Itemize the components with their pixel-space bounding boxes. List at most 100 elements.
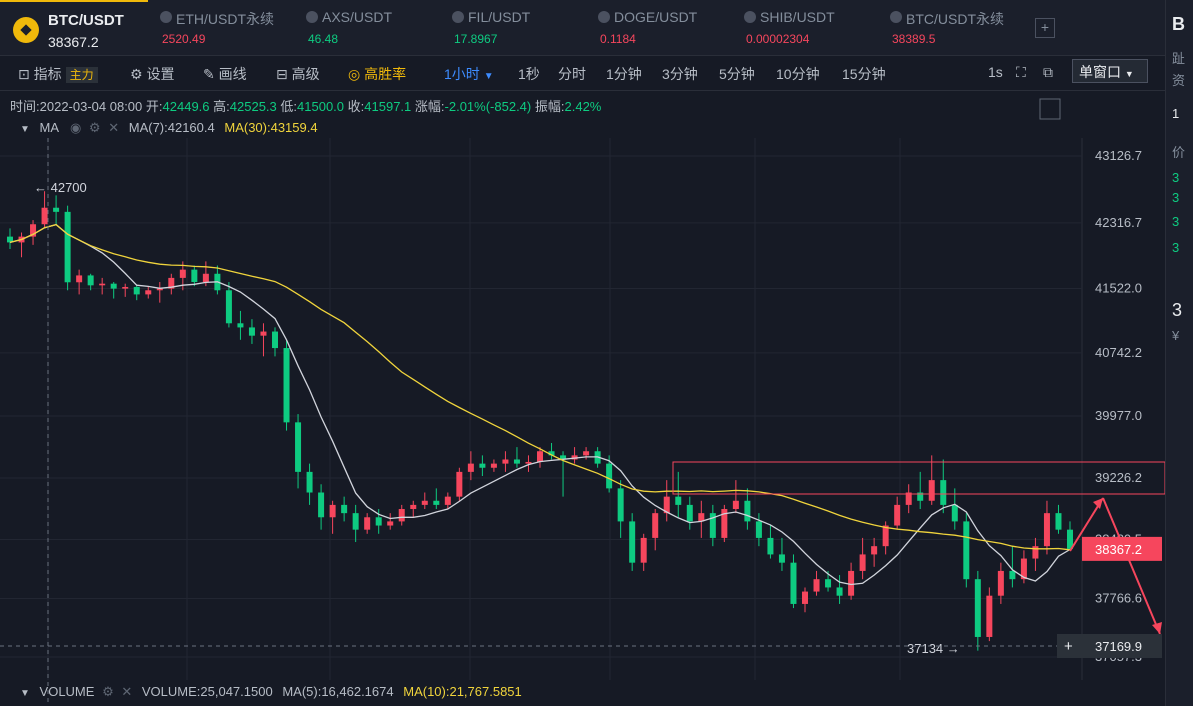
price-tick-label: 39226.2: [1095, 470, 1142, 485]
price-tick-label: 41522.0: [1095, 280, 1142, 295]
candle-body: [133, 286, 140, 295]
price-tick-label: 42316.7: [1095, 215, 1142, 230]
candle-body: [732, 500, 739, 510]
screenshot-icon[interactable]: ⧉: [1043, 64, 1053, 80]
candle-body: [1009, 570, 1016, 580]
candle-body: [583, 451, 590, 456]
caret-down-icon: ▼: [483, 71, 494, 82]
candle-body: [652, 513, 659, 538]
candle-body: [513, 459, 520, 464]
tab-name: DOGE/USDT: [614, 9, 698, 25]
interval-3m[interactable]: 3分钟: [662, 66, 698, 82]
candle-body: [560, 455, 567, 460]
win-rate-button[interactable]: ◎ 高胜率: [348, 66, 407, 82]
tab-eth-usdt-perp[interactable]: ETH/USDT永续 2520.49: [152, 0, 292, 55]
fullscreen-icon[interactable]: ⛶: [1016, 64, 1026, 80]
sidebar-fragment: 3: [1172, 300, 1183, 320]
candle-body: [905, 492, 912, 505]
advanced-button[interactable]: ⊟ 高级: [276, 66, 320, 82]
candle-body: [882, 525, 889, 547]
eye-icon[interactable]: ◉: [69, 120, 82, 135]
tab-name: BTC/USDT永续: [906, 11, 1004, 27]
orderbook-sidebar: B 趾 资 1 价 3 3 3 3 3 ¥: [1165, 0, 1193, 706]
close-icon[interactable]: ✕: [108, 120, 120, 135]
tab-btc-usdt[interactable]: BTC/USDT 38367.2: [0, 0, 148, 57]
refresh-rate[interactable]: 1s: [988, 64, 1003, 80]
candle-body: [686, 504, 693, 522]
candle-body: [179, 269, 186, 278]
candle-body: [1032, 546, 1039, 559]
candle-body: [894, 504, 901, 526]
candle-body: [352, 513, 359, 530]
price-tick-label: 40742.2: [1095, 345, 1142, 360]
arrow-head: [1093, 498, 1103, 509]
candle-body: [237, 323, 244, 328]
tab-shib-usdt[interactable]: SHIB/USDT 0.00002304: [736, 0, 876, 55]
gear-icon[interactable]: ⚙: [88, 120, 101, 135]
tab-axs-usdt[interactable]: AXS/USDT 46.48: [298, 0, 438, 55]
candle-body: [248, 327, 255, 336]
indicator-icon: ⊡: [18, 66, 30, 82]
candle-body: [825, 579, 832, 588]
tab-name: AXS/USDT: [322, 9, 393, 25]
sidebar-fragment: 3: [1172, 170, 1180, 185]
doge-coin-icon: [598, 11, 610, 23]
interval-10m[interactable]: 10分钟: [776, 66, 820, 82]
candle-body: [191, 269, 198, 283]
candle-body: [986, 595, 993, 637]
candle-body: [433, 500, 440, 505]
fil-coin-icon: [452, 11, 464, 23]
candle-body: [7, 236, 13, 243]
window-mode-dropdown[interactable]: 单窗口 ▼: [1072, 59, 1148, 83]
sidebar-fragment: 趾: [1172, 51, 1186, 66]
candle-body: [640, 537, 647, 563]
interval-timeshare[interactable]: 分时: [558, 66, 586, 82]
sidebar-fragment: ¥: [1172, 328, 1180, 343]
candle-body: [122, 286, 129, 289]
close-icon[interactable]: ✕: [121, 684, 133, 699]
price-tick-label: 37766.6: [1095, 590, 1142, 605]
candle-body: [225, 290, 232, 324]
tab-name: FIL/USDT: [468, 9, 531, 25]
indicator-button[interactable]: ⊡ 指标 主力: [18, 64, 98, 84]
candle-body: [951, 504, 958, 522]
candle-body: [76, 275, 83, 283]
candle-body: [525, 461, 532, 464]
candle-body: [41, 207, 48, 225]
gear-icon[interactable]: ⚙: [102, 684, 114, 699]
interval-dropdown[interactable]: 1小时 ▼: [444, 66, 494, 82]
candle-body: [744, 500, 751, 522]
ma7-line: [9, 223, 1071, 586]
candle-body: [548, 451, 555, 456]
plus-icon: +: [1064, 638, 1073, 655]
interval-15m[interactable]: 15分钟: [842, 66, 886, 82]
tab-doge-usdt[interactable]: DOGE/USDT 0.1184: [590, 0, 730, 55]
candle-body: [490, 463, 497, 468]
candle-body: [110, 283, 117, 289]
interval-5m[interactable]: 5分钟: [719, 66, 755, 82]
add-tab-button[interactable]: +: [1035, 18, 1055, 38]
settings-button[interactable]: ⚙ 设置: [130, 66, 175, 82]
candle-body: [168, 277, 175, 289]
price-tick-label: 43126.7: [1095, 148, 1142, 163]
target-icon: ◎: [348, 66, 361, 82]
candle-body: [64, 211, 71, 283]
interval-1s[interactable]: 1秒: [518, 66, 540, 82]
candle-body: [1055, 513, 1062, 530]
interval-1m[interactable]: 1分钟: [606, 66, 642, 82]
candle-body: [974, 579, 981, 637]
tab-name: ETH/USDT永续: [176, 11, 274, 27]
draw-button[interactable]: ✎ 画线: [203, 66, 247, 82]
candle-body: [456, 471, 463, 497]
trend-arrow-up: [1069, 497, 1104, 552]
symbol-tab-bar: BTC/USDT 38367.2 ETH/USDT永续 2520.49 AXS/…: [0, 0, 1165, 56]
shib-coin-icon: [744, 11, 756, 23]
collapse-icon[interactable]: ▼: [20, 688, 30, 699]
tab-btc-usdt-perp[interactable]: BTC/USDT永续 38389.5: [882, 0, 1030, 55]
collapse-icon[interactable]: ▼: [20, 124, 30, 135]
tab-fil-usdt[interactable]: FIL/USDT 17.8967: [444, 0, 584, 55]
candle-body: [295, 422, 302, 472]
candle-body: [790, 562, 797, 604]
candlestick-chart[interactable]: 43126.7 42316.7 41522.0 40742.2 39977.0 39226…: [0, 0, 1165, 706]
low-marker-label: 37134 →: [907, 641, 960, 656]
